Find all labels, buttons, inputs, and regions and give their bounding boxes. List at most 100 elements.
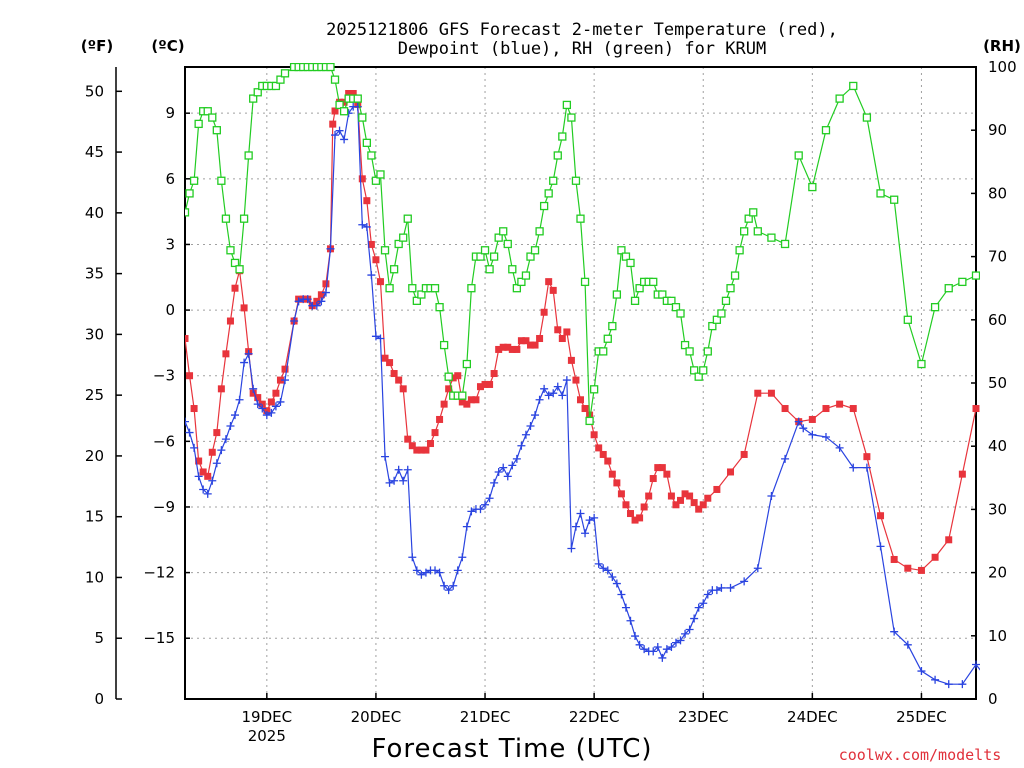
temperature-point (545, 278, 553, 286)
dewpoint-point (667, 642, 676, 651)
rh-point (944, 284, 953, 293)
dewpoint-point (540, 384, 549, 393)
rh-point (217, 176, 226, 185)
rh-point (417, 290, 426, 299)
temperature-point (490, 370, 498, 378)
dewpoint-point (376, 334, 385, 343)
temperature-point (654, 464, 662, 472)
dewpoint-point (612, 579, 621, 588)
rh-point (235, 265, 244, 274)
dewpoint-point (699, 599, 708, 608)
temperature-point (572, 376, 580, 384)
dewpoint-point (681, 629, 690, 638)
rh-point (435, 303, 444, 312)
rh-point (412, 296, 421, 305)
fahrenheit-tick-label: 50 (85, 82, 104, 100)
dewpoint-point (599, 564, 608, 573)
temperature-series (185, 89, 980, 574)
temperature-point (463, 400, 471, 408)
temperature-point (522, 337, 530, 345)
temperature-point (417, 446, 425, 454)
temperature-point (240, 304, 248, 312)
dewpoint-point (608, 572, 617, 581)
temperature-point (713, 485, 721, 493)
dewpoint-point (662, 645, 671, 654)
rh-point (603, 334, 612, 343)
chart-title-line2: Dewpoint (blue), RH (green) for KRUM (398, 39, 766, 59)
rh-tick-label: 90 (988, 121, 1007, 139)
temperature-point (836, 400, 844, 408)
rh-point (671, 303, 681, 312)
dewpoint-point (585, 516, 594, 525)
rh-point (930, 303, 940, 312)
dewpoint-point (617, 590, 626, 599)
temperature-point (413, 446, 421, 454)
dewpoint-point (412, 566, 421, 575)
rh-point (558, 132, 567, 141)
temperature-point (677, 496, 685, 504)
dewpoint-point (431, 566, 440, 575)
rh-point (630, 296, 640, 305)
chart-title-line1: 2025121806 GFS Forecast 2-meter Temperat… (326, 20, 838, 40)
temperature-point (604, 457, 612, 465)
temperature-point (208, 448, 216, 456)
rh-point (1013, 297, 1020, 304)
temperature-point (313, 297, 321, 305)
rh-line (185, 66, 980, 422)
dewpoint-point (685, 625, 694, 634)
rh-point (680, 340, 690, 350)
rh-point (526, 252, 535, 261)
dewpoint-point (490, 478, 499, 487)
temperature-point (495, 345, 503, 353)
fahrenheit-tick-label: 0 (94, 690, 104, 708)
rh-point (699, 366, 708, 375)
dewpoint-point (890, 627, 899, 636)
dewpoint-point (358, 220, 367, 229)
rh-point (617, 246, 626, 255)
dewpoint-point (217, 446, 226, 455)
rh-point (717, 309, 726, 318)
rh-point (589, 385, 599, 394)
temperature-point (890, 555, 898, 563)
dewpoint-point (653, 642, 662, 651)
dewpoint-point (512, 454, 521, 463)
temperature-point (672, 501, 680, 509)
dewpoint-point (835, 443, 844, 452)
rh-point (380, 246, 390, 255)
rh-point (580, 277, 590, 287)
rh-point (903, 315, 912, 324)
rh-point (703, 347, 712, 356)
dewpoint-point (185, 417, 189, 426)
temperature-point (549, 286, 557, 294)
rh-point (721, 296, 731, 305)
rh-point (189, 176, 199, 185)
temperature-point (376, 278, 384, 286)
temperature-point (395, 376, 403, 384)
series (185, 63, 1020, 689)
temperature-point (386, 359, 394, 367)
dewpoint-point (999, 660, 1007, 668)
rh-tick-label: 0 (988, 690, 998, 708)
dewpoint-point (499, 463, 508, 472)
temperature-point (363, 197, 371, 205)
temperature-point (863, 453, 871, 461)
rh-tick-label: 100 (988, 58, 1017, 76)
rh-axis-label: (RH) (983, 37, 1021, 55)
temperature-point (613, 479, 621, 487)
rh-point (539, 201, 549, 211)
dewpoint-point (276, 397, 285, 406)
dewpoint-point (958, 680, 967, 689)
fahrenheit-tick-label: 35 (85, 265, 104, 283)
dewpoint-point (408, 553, 417, 562)
temperature-point (808, 415, 816, 423)
dewpoint-point (321, 288, 330, 297)
dewpoint-point (494, 467, 503, 476)
temperature-point (536, 335, 544, 343)
dewpoint-point (371, 332, 380, 341)
dewpoint-point (444, 586, 453, 595)
dewpoint-point (535, 395, 544, 404)
rh-point (249, 94, 258, 103)
dewpoint-point (917, 667, 926, 676)
celsius-tick-label: 6 (165, 170, 175, 188)
rh-point (626, 258, 635, 268)
